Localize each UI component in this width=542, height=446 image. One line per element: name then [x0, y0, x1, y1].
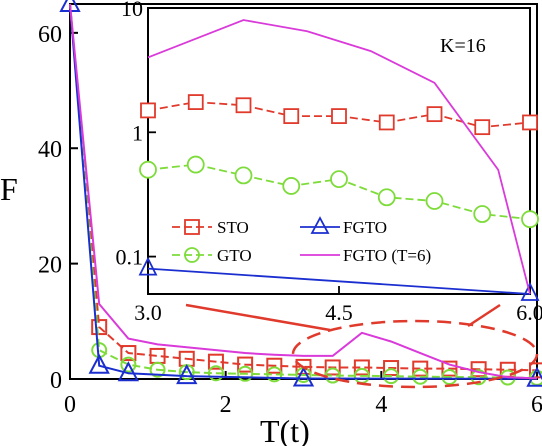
gto-point — [266, 366, 283, 383]
fgto-point — [292, 366, 315, 387]
inset-gto-point — [186, 155, 205, 174]
gto-point — [470, 369, 487, 386]
x-tick-label: 4 — [375, 392, 387, 418]
sto-point — [412, 360, 429, 377]
gto-point — [383, 368, 400, 385]
sto-point — [353, 359, 370, 376]
series-line-fgto — [69, 3, 538, 380]
sto-point — [295, 358, 312, 375]
sto-point — [266, 357, 283, 374]
inset-gto-point — [282, 177, 301, 195]
zoom-connector-left — [185, 303, 331, 332]
inset-sto-point — [140, 102, 156, 119]
fgto-point — [88, 353, 110, 374]
y-axis-title: F — [0, 171, 18, 207]
inset-series — [138, 19, 540, 301]
series-line-gto — [69, 3, 538, 379]
sto-point — [470, 361, 487, 378]
inset-x-tick-label: 6.0 — [516, 300, 542, 325]
legend-marker-fgto — [310, 216, 330, 234]
sto-point — [207, 353, 224, 370]
x-tick-label: 2 — [220, 392, 232, 418]
main-series — [59, 0, 542, 387]
gto-point — [441, 368, 458, 385]
x-tick-label: 0 — [64, 392, 76, 418]
legend-marker-gto — [184, 247, 200, 263]
inset-gto-point — [473, 205, 492, 223]
inset-fgto-point — [138, 256, 158, 276]
inset-line-fgto-t-6- — [147, 19, 531, 295]
inset-fgto-point — [520, 281, 540, 301]
legend-marker-sto — [184, 219, 200, 235]
inset-sto-point — [378, 114, 395, 131]
zoom-highlight-ellipse — [291, 319, 539, 389]
zoom-connector-right — [467, 303, 501, 328]
inset-gto-point — [139, 160, 157, 179]
legend-label-gto: GTO — [217, 246, 252, 265]
series-line-fgto-t-6- — [69, 3, 538, 380]
gto-point — [412, 368, 429, 385]
inset-gto-point — [377, 188, 396, 207]
fgto-point — [176, 363, 198, 385]
inset-legend: STO FGTO GTO FGTO (T=6) — [172, 216, 431, 265]
y-tick-label: 60 — [38, 22, 62, 48]
sto-point — [324, 359, 341, 376]
inset-sto-point — [235, 97, 252, 114]
sto-point — [529, 362, 542, 379]
x-tick-label: 6 — [531, 392, 542, 418]
inset-sto-point — [331, 108, 347, 124]
gto-point — [207, 365, 224, 382]
inset-y-tick-label: 10 — [121, 0, 143, 21]
inset-gto-point — [234, 166, 253, 185]
inset-ticks: 3.0 4.5 6.0 0.1 1 10 — [116, 0, 542, 325]
sto-point — [441, 360, 458, 377]
legend-label-fgto: FGTO — [343, 218, 387, 237]
inset-gto-point — [330, 170, 348, 189]
y-tick-label: 40 — [38, 137, 62, 163]
legend-label-sto: STO — [217, 218, 249, 237]
x-axis-title: T(t) — [260, 413, 310, 446]
inset-sto-point — [283, 108, 300, 124]
inset-line-fgto — [147, 267, 531, 295]
sto-point — [237, 356, 254, 373]
inset-gto-point — [425, 192, 444, 210]
fgto-point — [117, 361, 140, 382]
inset-sto-point — [426, 106, 443, 123]
inset-y-tick-label: 0.1 — [116, 245, 144, 270]
inset-y-tick-label: 1 — [132, 120, 143, 145]
inset-frame — [147, 7, 531, 295]
inset-x-tick-label: 3.0 — [134, 300, 162, 325]
inset-annotation: K=16 — [440, 35, 486, 57]
inset-sto-point — [187, 94, 204, 110]
sto-point — [120, 345, 137, 362]
gto-point — [120, 356, 137, 373]
gto-point — [237, 365, 254, 382]
y-tick-label: 20 — [38, 253, 62, 279]
inset-sto-point — [522, 114, 538, 131]
inset-x-tick-label: 4.5 — [325, 300, 353, 325]
sto-point — [383, 360, 400, 377]
legend-label-fgto-t6: FGTO (T=6) — [343, 246, 431, 265]
sto-point — [91, 319, 108, 336]
gto-point — [149, 361, 166, 378]
inset-gto-point — [521, 210, 539, 229]
y-tick-label: 0 — [50, 368, 62, 394]
inset-sto-point — [474, 119, 491, 136]
